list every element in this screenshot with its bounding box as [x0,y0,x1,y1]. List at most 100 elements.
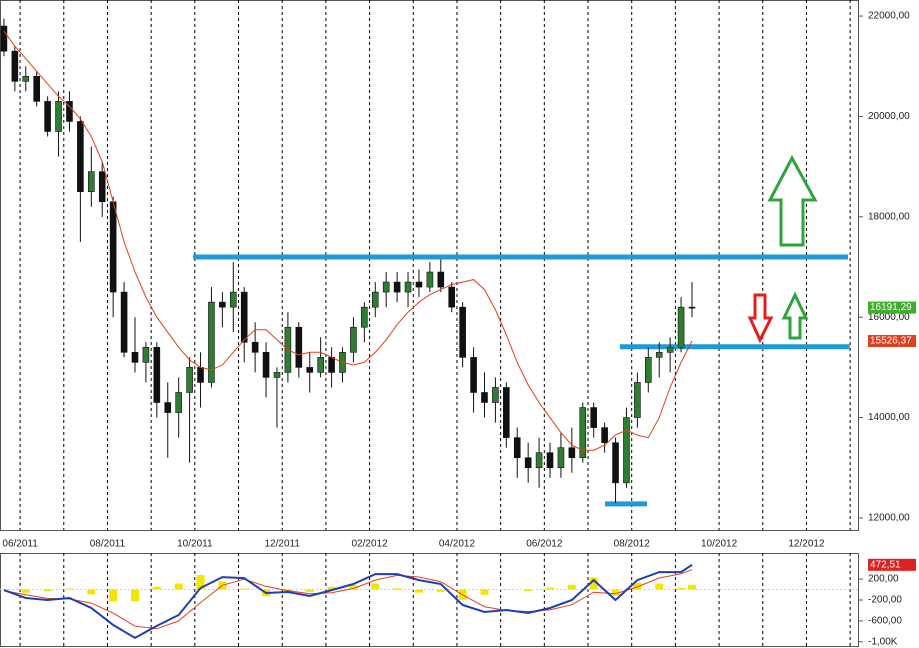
candle-body [448,286,456,308]
value-tag [868,301,916,314]
histogram-bar [0,589,8,590]
histogram-bar [633,582,642,590]
candle-body [33,75,40,102]
x-tick-label: 08/2011 [90,539,126,550]
candle-body [503,387,510,438]
candle-body [306,367,314,373]
histogram-bar [196,574,205,590]
candle-body [109,201,117,293]
histogram-bar [327,586,336,590]
histogram-bar [414,589,423,593]
histogram-bar [611,589,620,596]
histogram-bar [349,585,358,590]
histogram-bar [589,577,598,590]
histogram-bar [109,589,118,602]
candle-body [175,392,182,413]
x-tick-label: 06/2012 [526,539,563,550]
candle-body [535,452,543,469]
candle-body [11,50,19,82]
histogram-bar [130,589,139,602]
y-tick-label: 12000,00 [868,513,910,524]
histogram-bar [655,583,664,590]
value-tag-label: 472,51 [870,559,901,570]
histogram-bar [677,587,686,590]
x-tick-label: 06/2011 [2,539,38,550]
y-tick-label: 200,00 [868,574,899,585]
histogram-bar [21,589,30,593]
histogram-bar [371,583,380,590]
y-tick-label: 16000,00 [868,312,910,323]
x-tick-label: 10/2012 [701,539,738,550]
candle-body [601,427,608,443]
y-tick-label: -600,00 [868,616,902,627]
candle-body [164,402,172,413]
down-arrow [747,293,774,344]
value-tag [868,558,916,571]
candle-body [251,341,259,353]
candle-body [262,352,270,378]
candle-body [295,326,303,368]
candle-body [66,101,73,122]
candle-body [426,271,434,288]
candle-body [142,347,150,363]
candle-body [470,357,477,393]
x-tick-label: 12/2012 [788,539,825,550]
price-frame [0,0,859,531]
candle-body [0,25,8,52]
x-tick-label: 12/2011 [265,539,301,550]
candle-body [98,171,106,203]
candle-body [120,291,128,353]
candle-body [666,347,674,353]
candle-body [590,407,597,428]
histogram-bar [240,588,249,590]
histogram-bar [65,588,74,590]
candle-body [382,281,390,293]
candle-body [459,306,466,358]
candle-body [240,291,248,343]
candle-body [492,387,499,403]
candle-body [208,301,215,383]
y-tick-label: -1,00K [868,637,898,648]
x-tick-label: 10/2011 [177,539,213,550]
candle-body [328,357,335,373]
candle-body [88,171,95,193]
candle-body [77,121,84,193]
candle-body [317,357,324,373]
y-tick-label: 22000,00 [868,11,910,22]
candle-body [229,291,237,308]
candle-body [393,281,401,293]
candle-body [22,75,30,82]
value-tag-label: 15526,37 [870,336,912,347]
up-arrow-large [767,154,818,247]
histogram-bar [546,587,555,590]
candle-body [568,447,576,459]
candle-body [153,347,161,403]
candle-body [186,367,193,393]
histogram-bar [687,584,696,590]
histogram-bar [393,588,402,590]
x-tick-label: 04/2012 [439,539,476,550]
candle-body [404,281,412,293]
up-arrow-small [781,291,809,340]
y-tick-label: -200,00 [868,595,902,606]
histogram-bar [480,589,489,595]
candle-body [623,417,630,484]
candle-body [634,382,641,418]
candle-body [371,291,379,308]
candle-body [524,457,532,469]
x-tick-label: 08/2012 [614,539,651,550]
candle-body [131,352,139,363]
signal-line [3,569,693,630]
histogram-bar [43,589,52,592]
candle-body [219,301,226,308]
macd-line [3,563,693,640]
candle-body [197,367,204,383]
y-tick-label: 20000,00 [868,111,910,122]
histogram-bar [174,583,183,590]
candle-body [645,357,652,383]
histogram-bar [567,584,576,590]
candle-body [688,306,696,309]
histogram-bar [87,589,96,595]
